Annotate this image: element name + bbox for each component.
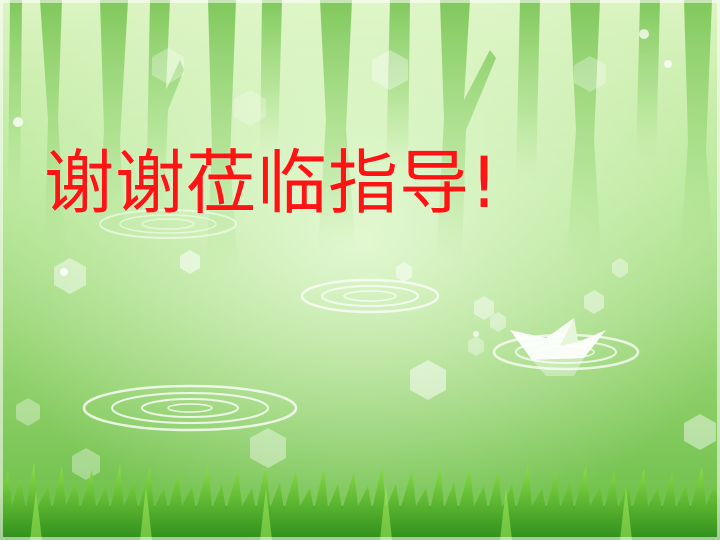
hexagon-bokeh: [16, 48, 716, 480]
tree-trunks: [8, 0, 714, 270]
paper-boat: [510, 318, 606, 376]
sparkles: [13, 29, 672, 337]
slide-title: 谢谢莅临指导!: [44, 142, 500, 224]
grass: [0, 462, 720, 540]
